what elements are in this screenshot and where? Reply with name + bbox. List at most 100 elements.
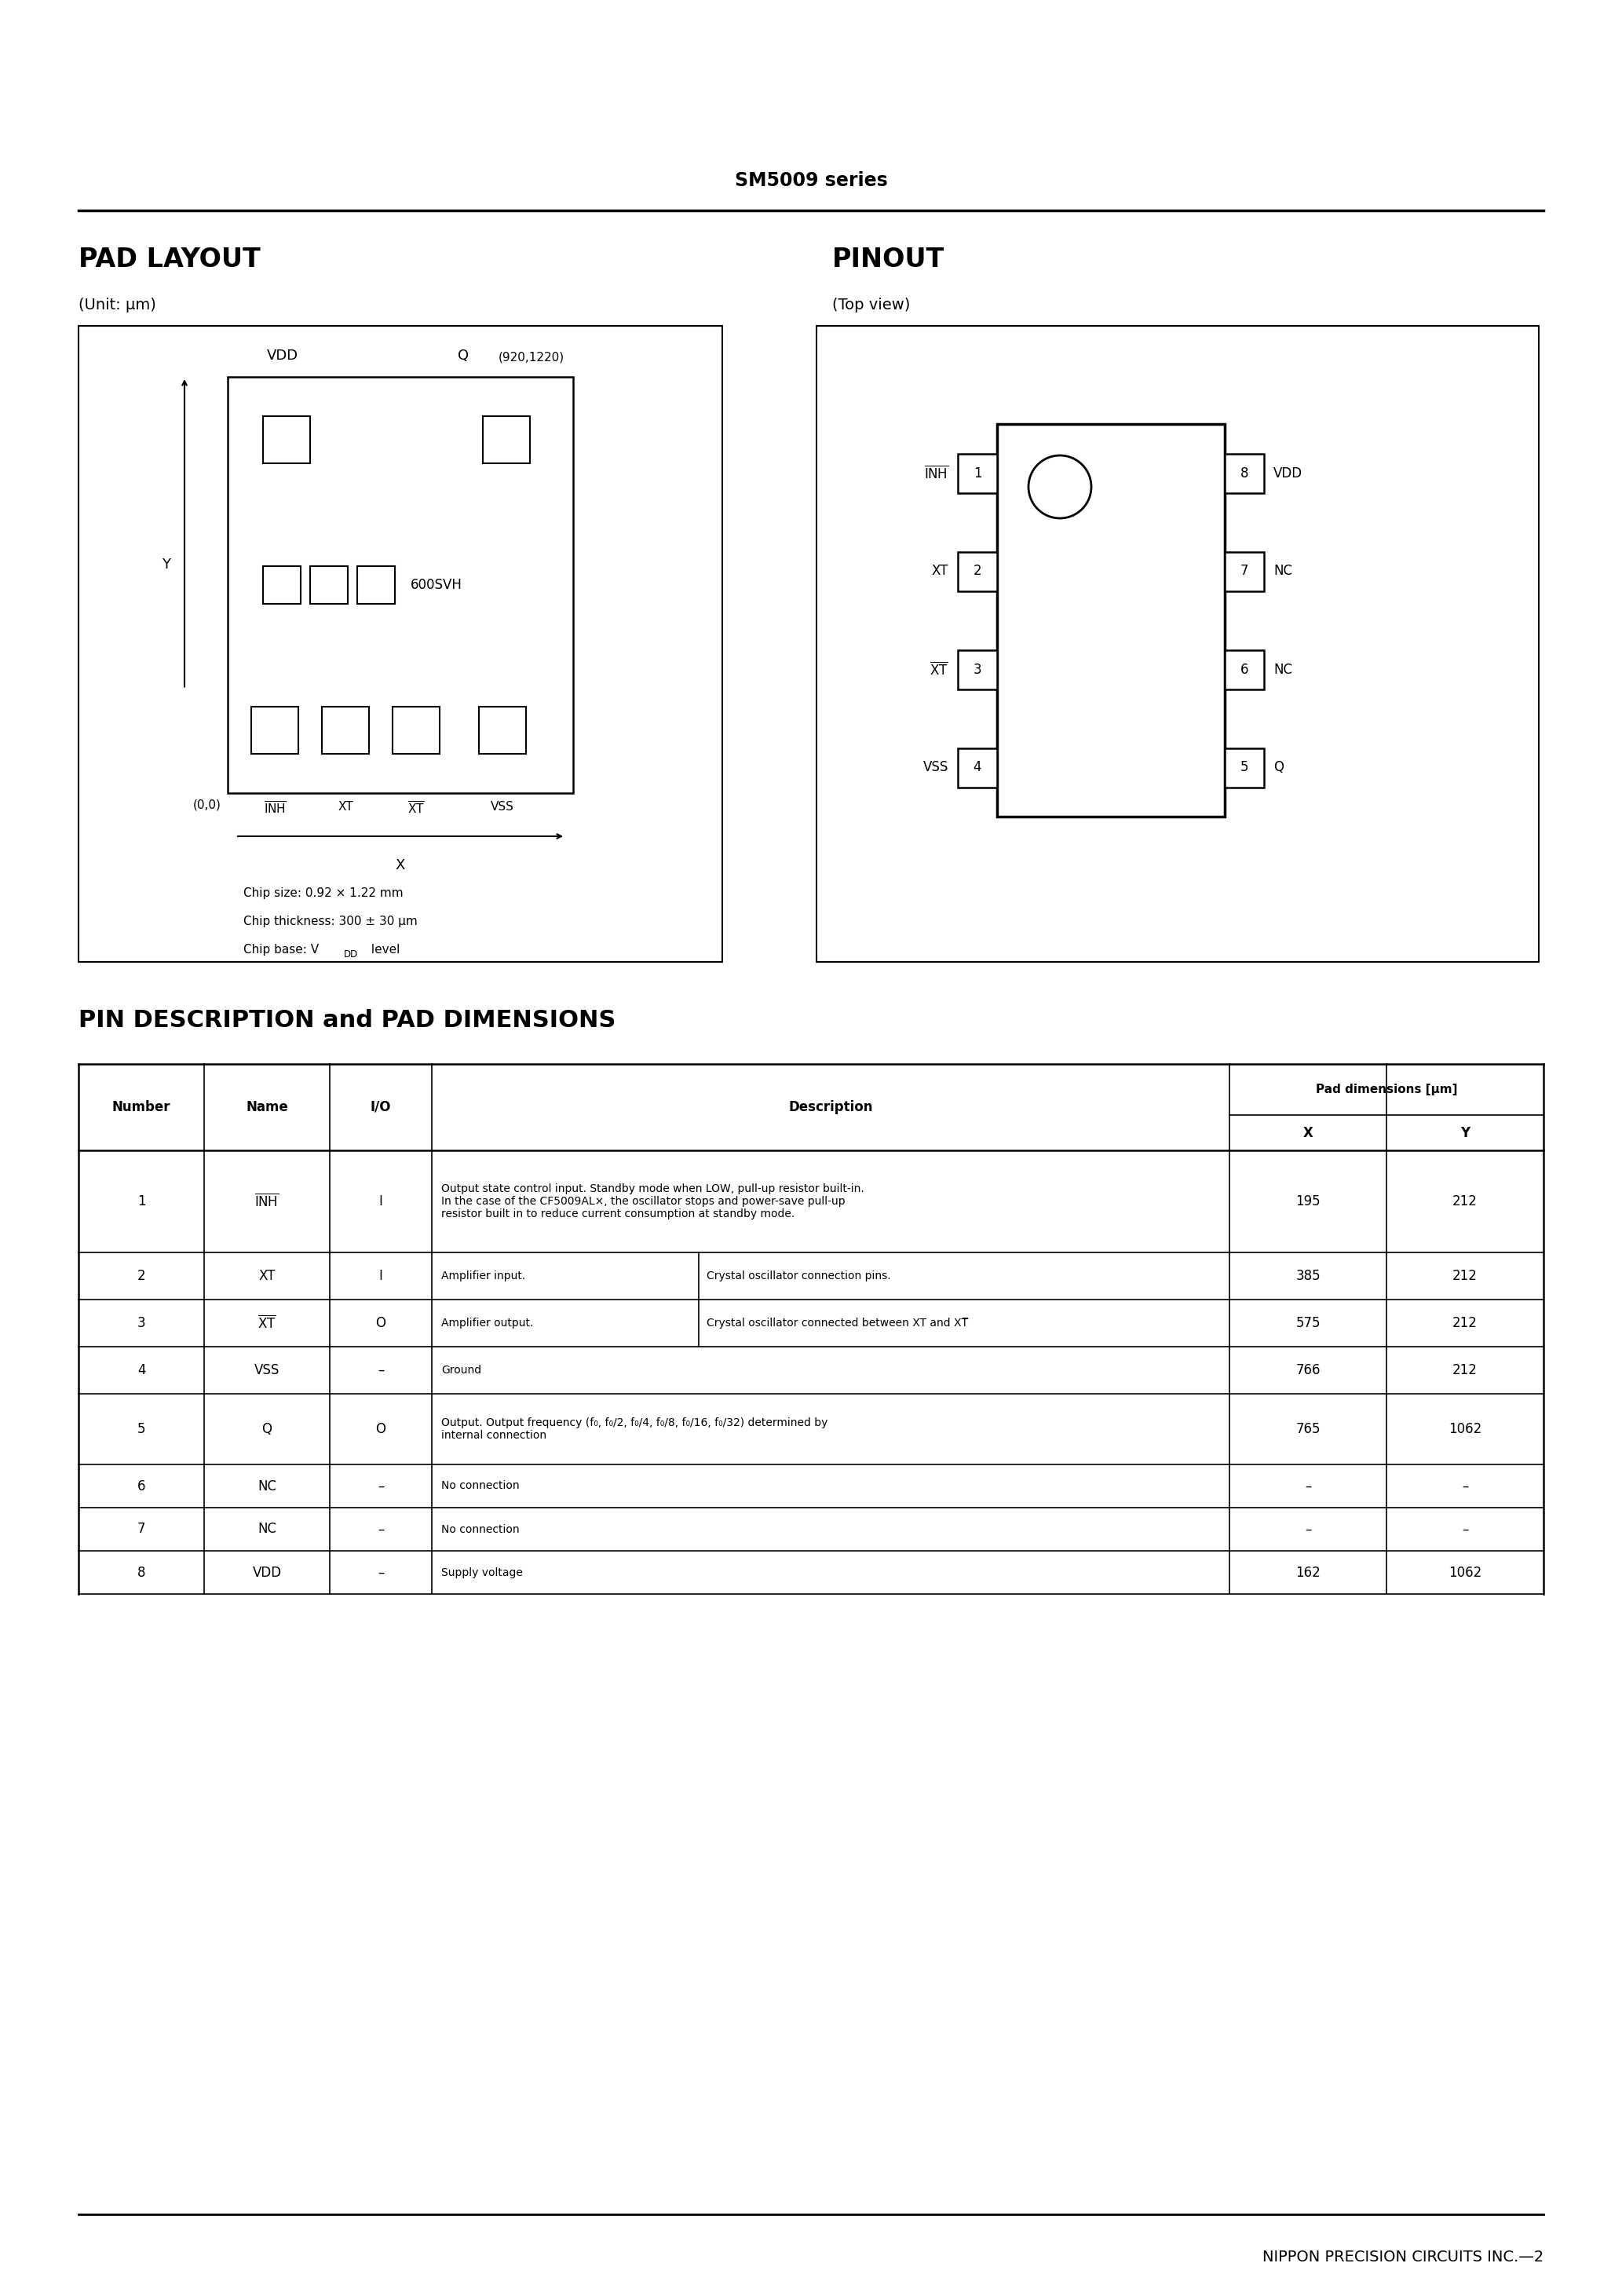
Text: –: –: [378, 1522, 384, 1536]
Text: 4: 4: [973, 760, 981, 774]
Text: Chip size: 0.92 × 1.22 mm: Chip size: 0.92 × 1.22 mm: [243, 886, 404, 900]
Text: O: O: [376, 1316, 386, 1329]
Text: Pad dimensions [μm]: Pad dimensions [μm]: [1315, 1084, 1457, 1095]
Text: –: –: [1461, 1479, 1468, 1492]
Text: 5: 5: [1241, 760, 1249, 774]
Text: Crystal oscillator connected between XT and ΧΤ̅: Crystal oscillator connected between XT …: [707, 1318, 968, 1329]
Bar: [393, 707, 440, 753]
Text: level: level: [368, 944, 401, 955]
Text: $\overline{\mathregular{INH}}$: $\overline{\mathregular{INH}}$: [925, 464, 949, 482]
Text: Crystal oscillator connection pins.: Crystal oscillator connection pins.: [707, 1270, 890, 1281]
Text: –: –: [378, 1479, 384, 1492]
Text: I/O: I/O: [370, 1100, 391, 1114]
Text: 4: 4: [138, 1364, 146, 1378]
Bar: [816, 326, 1539, 962]
Text: X: X: [396, 859, 406, 872]
Text: 2: 2: [973, 565, 981, 579]
Text: 1: 1: [973, 466, 981, 480]
Text: Chip thickness: 300 ± 30 μm: Chip thickness: 300 ± 30 μm: [243, 916, 417, 928]
Bar: [959, 551, 998, 590]
Text: 7: 7: [138, 1522, 146, 1536]
Text: XT: XT: [258, 1270, 276, 1283]
Text: 1062: 1062: [1448, 1566, 1481, 1580]
Text: 162: 162: [1296, 1566, 1320, 1580]
Text: 765: 765: [1296, 1421, 1320, 1437]
Text: X: X: [1302, 1125, 1314, 1139]
Text: Q: Q: [1273, 760, 1283, 774]
Text: Amplifier output.: Amplifier output.: [441, 1318, 534, 1329]
Text: $\overline{\mathregular{INH}}$: $\overline{\mathregular{INH}}$: [255, 1194, 279, 1210]
Text: NC: NC: [1273, 661, 1293, 677]
Text: 600SVH: 600SVH: [410, 579, 462, 592]
Text: Chip base: V: Chip base: V: [243, 944, 320, 955]
Bar: [959, 455, 998, 494]
Text: No connection: No connection: [441, 1481, 519, 1492]
Text: (0,0): (0,0): [193, 799, 221, 810]
Text: –: –: [1461, 1522, 1468, 1536]
Text: Output. Output frequency (f₀, f₀/2, f₀/4, f₀/8, f₀/16, f₀/32) determined by
inte: Output. Output frequency (f₀, f₀/2, f₀/4…: [441, 1417, 827, 1442]
Bar: [959, 748, 998, 788]
Text: XT: XT: [931, 565, 949, 579]
Text: VDD: VDD: [1273, 466, 1302, 480]
Text: 212: 212: [1452, 1364, 1478, 1378]
Text: XT: XT: [337, 801, 354, 813]
Bar: [357, 567, 394, 604]
Text: 1062: 1062: [1448, 1421, 1481, 1437]
Text: –: –: [1304, 1522, 1311, 1536]
Text: NC: NC: [258, 1522, 276, 1536]
Text: –: –: [378, 1364, 384, 1378]
Bar: [263, 416, 310, 464]
Text: Description: Description: [788, 1100, 873, 1114]
Text: Y: Y: [162, 558, 170, 572]
Bar: [310, 567, 347, 604]
Text: 7: 7: [1241, 565, 1249, 579]
Text: 212: 212: [1452, 1194, 1478, 1208]
Text: 212: 212: [1452, 1316, 1478, 1329]
Text: 8: 8: [138, 1566, 146, 1580]
Bar: [251, 707, 298, 753]
Text: 195: 195: [1296, 1194, 1320, 1208]
Text: 6: 6: [1241, 661, 1249, 677]
Text: 385: 385: [1296, 1270, 1320, 1283]
Text: VSS: VSS: [491, 801, 514, 813]
Text: 1: 1: [138, 1194, 146, 1208]
Text: PINOUT: PINOUT: [832, 246, 944, 273]
Bar: [1225, 650, 1264, 689]
Bar: [1225, 748, 1264, 788]
Text: –: –: [1304, 1479, 1311, 1492]
Text: NC: NC: [258, 1479, 276, 1492]
Bar: [227, 377, 573, 792]
Text: PIN DESCRIPTION and PAD DIMENSIONS: PIN DESCRIPTION and PAD DIMENSIONS: [78, 1008, 616, 1031]
Text: (920,1220): (920,1220): [498, 351, 564, 363]
Text: $\overline{\mathregular{XT}}$: $\overline{\mathregular{XT}}$: [258, 1316, 276, 1332]
Text: Q: Q: [261, 1421, 272, 1437]
Bar: [78, 326, 722, 962]
Bar: [1225, 455, 1264, 494]
Text: –: –: [378, 1566, 384, 1580]
Text: Name: Name: [247, 1100, 289, 1114]
Bar: [998, 425, 1225, 817]
Bar: [483, 416, 530, 464]
Text: Supply voltage: Supply voltage: [441, 1566, 522, 1577]
Bar: [321, 707, 368, 753]
Text: 575: 575: [1296, 1316, 1320, 1329]
Text: SM5009 series: SM5009 series: [735, 172, 887, 191]
Text: Ground: Ground: [441, 1364, 482, 1375]
Text: Output state control input. Standby mode when LOW, pull-up resistor built-in.
In: Output state control input. Standby mode…: [441, 1182, 865, 1219]
Text: 3: 3: [138, 1316, 146, 1329]
Text: $\overline{\mathregular{INH}}$: $\overline{\mathregular{INH}}$: [263, 801, 285, 817]
Text: 8: 8: [1241, 466, 1249, 480]
Text: $\overline{\mathregular{XT}}$: $\overline{\mathregular{XT}}$: [407, 801, 425, 817]
Bar: [263, 567, 300, 604]
Text: 6: 6: [138, 1479, 146, 1492]
Text: VSS: VSS: [255, 1364, 279, 1378]
Text: 212: 212: [1452, 1270, 1478, 1283]
Text: (Top view): (Top view): [832, 296, 910, 312]
Text: Amplifier input.: Amplifier input.: [441, 1270, 526, 1281]
Text: Y: Y: [1460, 1125, 1470, 1139]
Text: 766: 766: [1296, 1364, 1320, 1378]
Text: I: I: [380, 1194, 383, 1208]
Text: NC: NC: [1273, 565, 1293, 579]
Bar: [1225, 551, 1264, 590]
Text: VDD: VDD: [268, 349, 298, 363]
